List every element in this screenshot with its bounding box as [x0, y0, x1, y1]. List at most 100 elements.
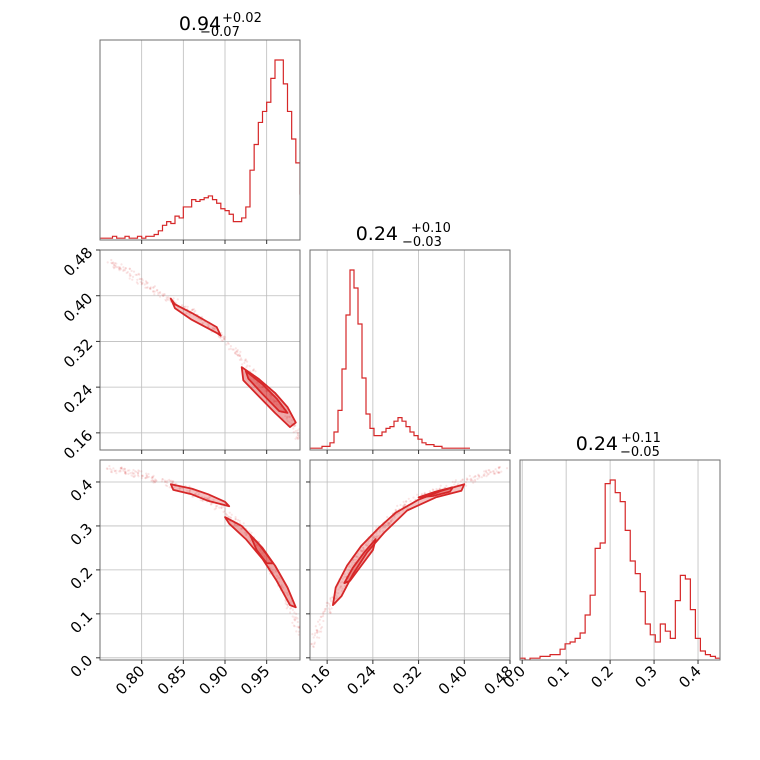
sample-point — [225, 513, 228, 516]
sample-point — [351, 560, 354, 563]
sample-point — [330, 607, 333, 610]
sample-point — [483, 473, 486, 476]
sample-point — [488, 471, 492, 474]
sample-point — [387, 523, 390, 527]
sample-point — [132, 475, 135, 478]
param-0-title-minus: −0.07 — [200, 25, 240, 40]
axes-frame — [99, 459, 301, 661]
sample-point — [280, 584, 283, 587]
sample-point — [161, 478, 164, 481]
sample-point — [138, 277, 141, 280]
sample-point — [389, 519, 392, 522]
sample-point — [236, 518, 240, 522]
sample-point — [205, 497, 208, 500]
sample-point — [231, 348, 234, 351]
sample-point — [438, 487, 442, 490]
sample-point — [321, 615, 325, 618]
sample-point — [271, 569, 274, 572]
axes-frame — [519, 459, 721, 661]
sample-point — [148, 287, 151, 290]
sample-point — [194, 309, 197, 312]
y-tick-label: 0.16 — [60, 426, 96, 462]
sample-point — [178, 487, 181, 490]
sample-point — [255, 382, 258, 385]
sample-point — [144, 286, 147, 289]
sample-point — [140, 277, 144, 280]
sample-point — [165, 299, 168, 302]
sample-point — [157, 291, 160, 294]
sample-point — [364, 544, 367, 547]
param-2-title-value: 0.24 — [576, 433, 618, 455]
x-tick-label: 0.80 — [112, 662, 148, 698]
sample-point — [391, 517, 394, 520]
sample-point — [106, 261, 109, 264]
sample-point — [153, 290, 156, 293]
sample-point — [292, 427, 295, 430]
x-tick-label: 0.90 — [195, 662, 231, 698]
sample-point — [292, 624, 295, 627]
sample-point — [497, 466, 500, 469]
sample-point — [482, 474, 485, 477]
sample-point — [222, 510, 225, 513]
sample-point — [133, 475, 136, 478]
sample-point — [492, 472, 495, 475]
sample-point — [322, 613, 325, 616]
sample-point — [178, 487, 181, 490]
sample-point — [211, 327, 214, 330]
sample-point — [168, 478, 171, 481]
sample-point — [454, 479, 457, 482]
sample-point — [325, 604, 328, 607]
sample-point — [206, 323, 209, 326]
y-tick-label: 0.3 — [67, 520, 97, 550]
histogram-param-0 — [100, 59, 300, 239]
sample-point — [220, 506, 223, 509]
sample-point — [128, 267, 131, 270]
sample-point — [172, 480, 175, 483]
sample-point — [313, 641, 316, 644]
sample-point — [291, 608, 294, 612]
sample-point — [110, 471, 114, 474]
sample-point — [377, 534, 380, 538]
sample-point — [277, 576, 280, 579]
sample-point — [188, 489, 191, 493]
sample-point — [296, 436, 299, 440]
sample-point — [328, 610, 331, 614]
sample-point — [143, 283, 146, 286]
sample-point — [134, 474, 137, 477]
sample-point — [115, 266, 119, 269]
sample-point — [275, 400, 278, 403]
density-contour — [244, 370, 289, 414]
sample-point — [119, 267, 122, 270]
sample-point — [454, 481, 457, 484]
sample-point — [113, 469, 116, 472]
sample-point — [296, 429, 299, 432]
sample-point — [255, 543, 258, 547]
sample-point — [335, 595, 338, 598]
sample-point — [119, 470, 122, 473]
sample-point — [159, 291, 162, 294]
sample-point — [163, 480, 167, 484]
axes-frame — [309, 459, 511, 661]
sample-point — [191, 308, 194, 312]
sample-point — [351, 564, 354, 567]
y-tick-label: 0.2 — [67, 564, 97, 594]
sample-point — [378, 530, 381, 533]
sample-point — [273, 399, 276, 402]
sample-point — [499, 465, 502, 469]
sample-point — [224, 512, 227, 515]
sample-point — [316, 631, 319, 634]
sample-point — [324, 607, 327, 611]
sample-point — [212, 498, 215, 502]
sample-point — [464, 481, 467, 484]
sample-point — [119, 266, 122, 269]
density-contour — [249, 533, 275, 565]
sample-point — [223, 336, 227, 339]
sample-point — [186, 489, 189, 492]
sample-point — [167, 296, 170, 299]
sample-point — [297, 633, 300, 636]
sample-point — [269, 395, 273, 398]
sample-point — [322, 619, 325, 623]
sample-point — [151, 479, 154, 482]
y-tick-label: 0.4 — [67, 476, 97, 506]
sample-point — [153, 285, 156, 288]
